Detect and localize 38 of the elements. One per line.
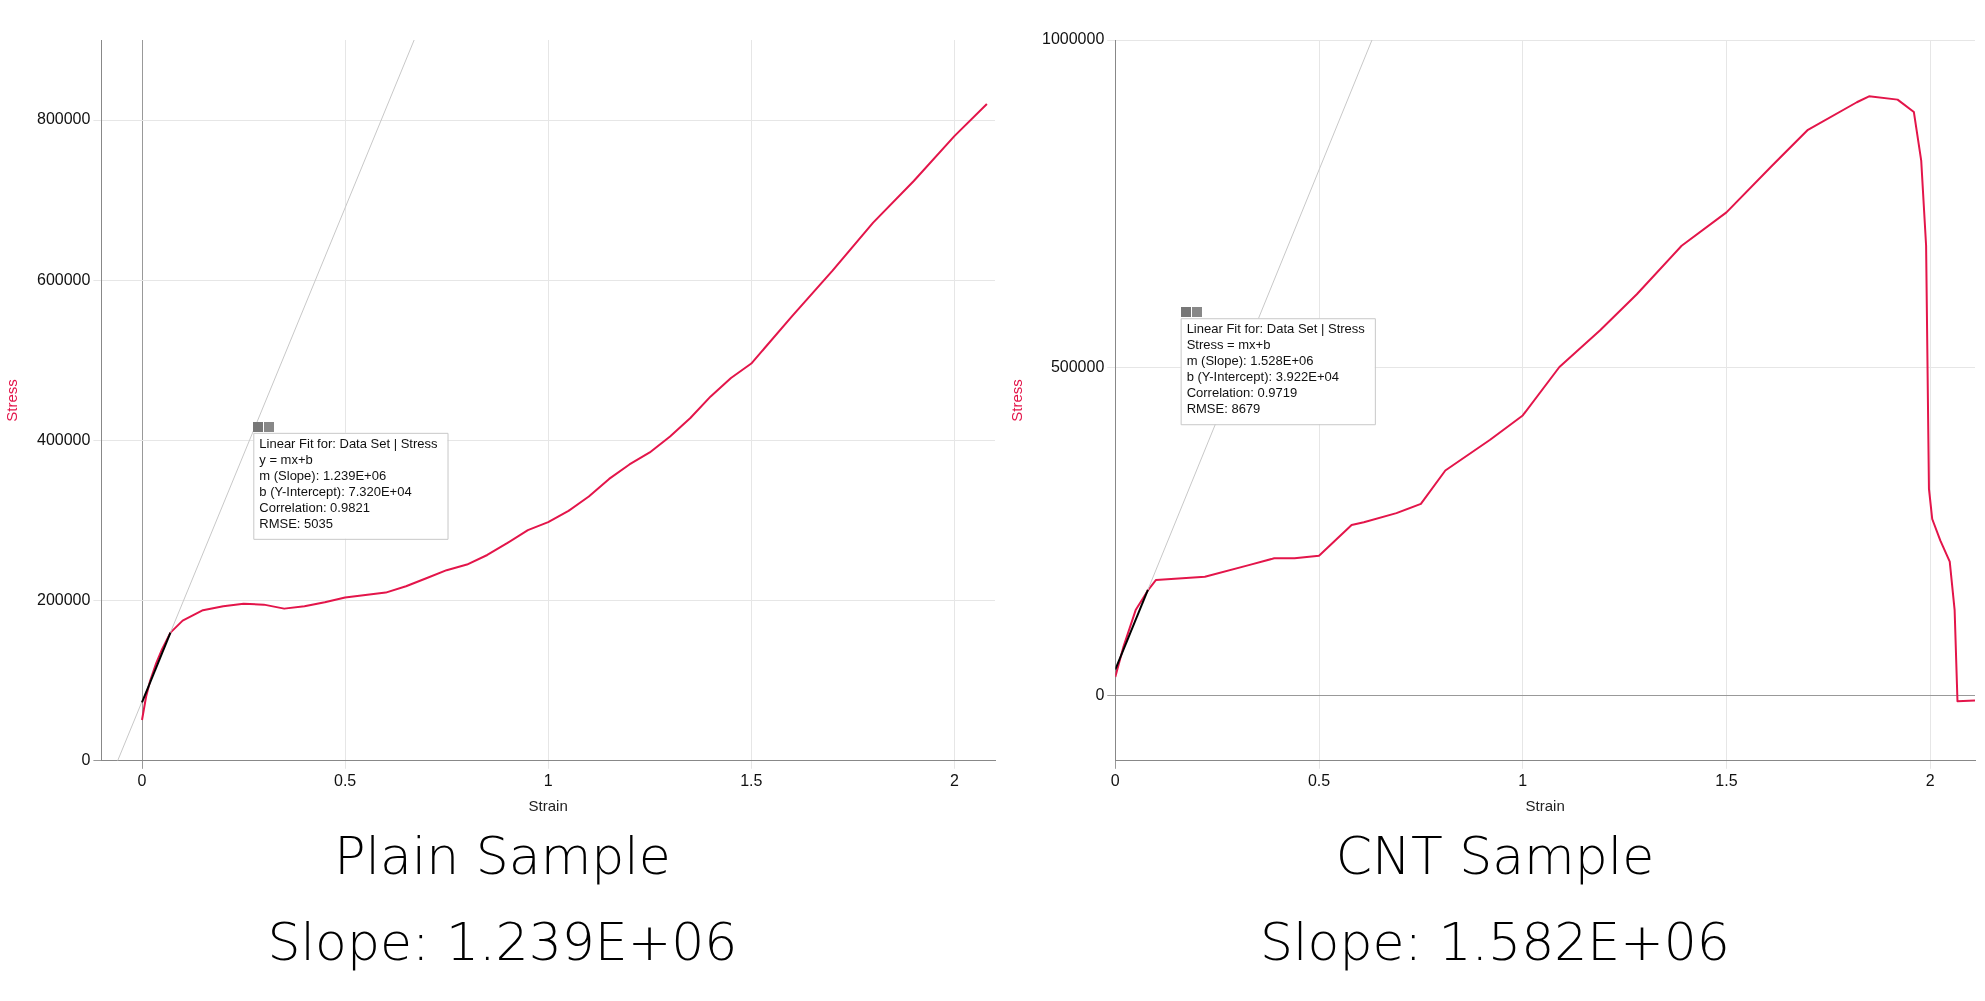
annotation: m (Slope): 1.239E+06	[259, 467, 387, 483]
x-tick-label: 1.5	[740, 771, 763, 789]
y-tick-label: 800000	[37, 110, 91, 128]
annotation: Stress = mx+b	[1186, 337, 1271, 353]
annotation: RMSE: 8679	[1186, 401, 1261, 417]
annotation: Linear Fit for: Data Set | Stress	[259, 435, 439, 451]
text: Slope: 1.582E+06	[1259, 911, 1731, 974]
y-tick-label: 600000	[37, 270, 91, 288]
annotation: Linear Fit for: Data Set | Stress	[1186, 321, 1366, 337]
annotation: b (Y-Intercept): 7.320E+04	[259, 483, 412, 499]
x-axis-title: Strain	[528, 797, 568, 815]
annotation: Correlation: 0.9719	[1186, 385, 1298, 401]
x-tick-label: 0.5	[1307, 771, 1331, 789]
y-axis-title: Stress	[3, 379, 21, 422]
x-tick-label: 2	[949, 771, 959, 789]
x-tick-label: 0	[1110, 771, 1120, 789]
y-tick-label: 500000	[1050, 358, 1105, 376]
x-tick-label: 1	[1518, 771, 1528, 789]
x-tick-label: 1	[543, 771, 553, 789]
y-axis-title: Stress	[1008, 379, 1026, 422]
annotation: y = mx+b	[259, 451, 313, 467]
y-tick-label: 200000	[37, 591, 91, 609]
y-tick-label: 400000	[37, 430, 91, 448]
annotation: Correlation: 0.9821	[259, 499, 370, 515]
text: Slope: 1.239E+06	[266, 911, 739, 974]
x-tick-label: 0	[137, 771, 147, 789]
text: CNT Sample	[1334, 825, 1656, 888]
y-tick-label: 1000000	[1041, 30, 1105, 48]
x-tick-label: 2	[1925, 771, 1935, 789]
x-tick-label: 0.5	[333, 771, 357, 789]
text: Plain Sample	[333, 825, 672, 888]
annotation: b (Y-Intercept): 3.922E+04	[1186, 369, 1339, 385]
annotation: RMSE: 5035	[259, 515, 334, 531]
x-axis-title: Strain	[1525, 797, 1565, 815]
x-tick-label: 1.5	[1715, 771, 1738, 789]
annotation: m (Slope): 1.528E+06	[1186, 353, 1314, 369]
y-tick-label: 0	[1095, 685, 1105, 703]
y-tick-label: 0	[81, 751, 91, 769]
